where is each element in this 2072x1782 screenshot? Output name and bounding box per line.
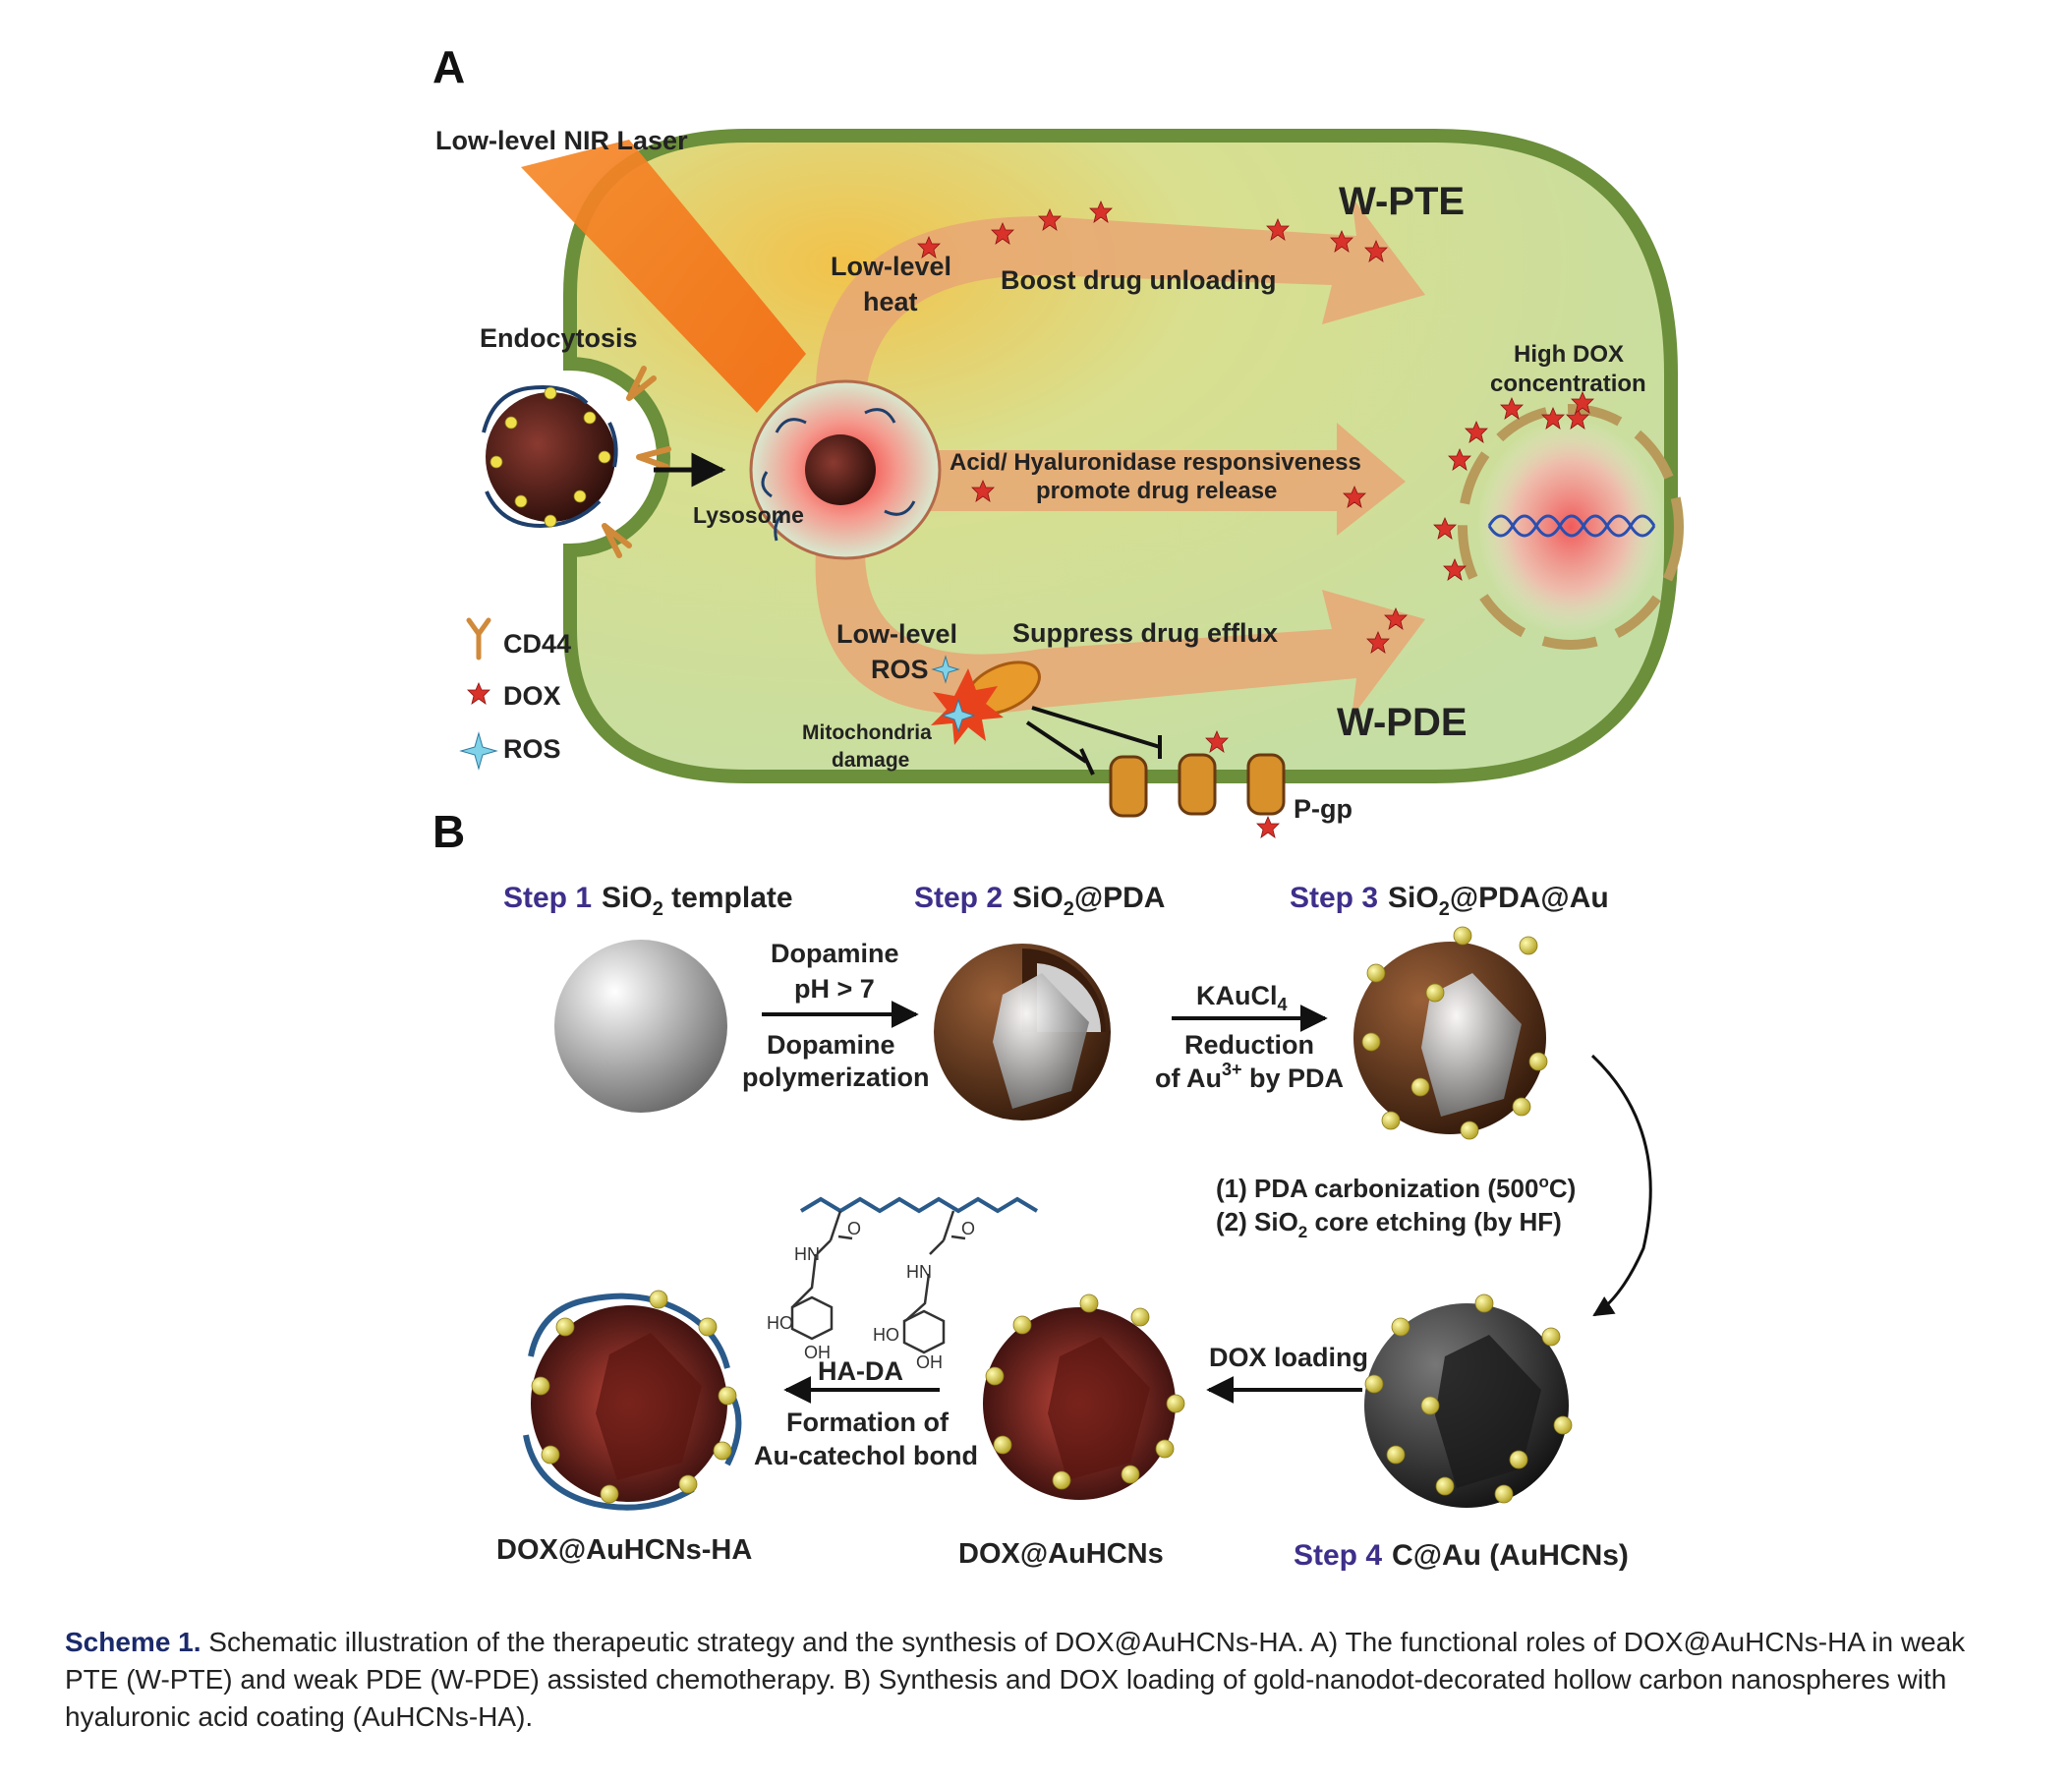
arrow2-label-top: KAuCl4 — [1196, 981, 1288, 1014]
silica-template-sphere — [554, 940, 727, 1113]
chem-o-2: O — [961, 1219, 975, 1238]
chem-o-1: O — [847, 1219, 861, 1238]
ha-da-structure — [790, 1196, 1039, 1354]
ros-sparkle-1 — [931, 655, 960, 684]
legend: CD44 DOX ROS — [459, 617, 571, 771]
step2-heading: Step 2 SiO2@PDA — [914, 882, 1165, 920]
sio2-pda-au-sphere — [1353, 926, 1548, 1140]
legend-dox-label: DOX — [503, 681, 561, 711]
chem-ho-2: HO — [873, 1325, 899, 1345]
arrow3-label-2: (2) SiO2 core etching (by HF) — [1216, 1207, 1562, 1241]
legend-cd44-icon — [466, 617, 491, 661]
acid-label-1: Acid/ Hyaluronidase responsiveness — [950, 449, 1361, 476]
lysosome-particle — [805, 434, 876, 505]
dox-auhcns-sphere — [983, 1293, 1185, 1500]
step1-heading: Step 1 SiO2 template — [503, 882, 793, 920]
arrow2-label-bot2: of Au3+ by PDA — [1155, 1060, 1344, 1093]
acid-label-2: promote drug release — [1036, 478, 1277, 504]
arrow5-label-top: HA-DA — [818, 1356, 903, 1386]
chem-ho-1: HO — [767, 1313, 793, 1333]
product-dox-label: DOX@AuHCNs — [958, 1538, 1164, 1570]
p-gp-channels — [1109, 753, 1286, 818]
nucleus-envelope — [1458, 404, 1684, 650]
laser-label: Low-level NIR Laser — [435, 126, 688, 155]
figure-caption: Scheme 1. Schematic illustration of the … — [65, 1624, 2021, 1736]
inhibit-line-2 — [1025, 720, 1095, 776]
legend-ros-label: ROS — [503, 734, 561, 764]
endocytosis-label: Endocytosis — [480, 323, 638, 353]
ros-sparkle-2 — [941, 698, 976, 733]
panel-a-label: A — [432, 41, 465, 92]
chem-oh-1: OH — [804, 1343, 831, 1362]
panel-b-label: B — [432, 806, 465, 857]
high-dox-label-2: concentration — [1490, 371, 1646, 397]
arrow3-label-1: (1) PDA carbonization (500oC) — [1216, 1173, 1576, 1203]
arrow2-label-bot1: Reduction — [1184, 1030, 1314, 1060]
arrow-w-pte — [815, 197, 1425, 413]
arrow-acid — [924, 423, 1406, 536]
arrow1-label-bot2: polymerization — [742, 1063, 930, 1092]
cd44-receptors — [602, 366, 671, 558]
arrow5-label-bot1: Formation of — [786, 1408, 950, 1437]
inhibit-line-1 — [1031, 706, 1162, 759]
mito-label-2: damage — [832, 749, 909, 772]
heat-label-1: Low-level — [831, 252, 951, 281]
arrow4-label: DOX loading — [1209, 1343, 1368, 1372]
heat-label-2: heat — [863, 287, 918, 316]
chem-hn-1: HN — [794, 1244, 820, 1264]
dox-auhcns-ha-sphere — [523, 1290, 742, 1511]
pgp-label: P-gp — [1294, 794, 1353, 824]
suppress-label: Suppress drug efflux — [1012, 618, 1278, 648]
arrow1-label-top1: Dopamine — [771, 939, 899, 968]
legend-cd44-label: CD44 — [503, 629, 571, 659]
endocytosis-particle — [482, 385, 618, 529]
step4-heading: Step 4 C@Au (AuHCNs) — [1294, 1539, 1629, 1572]
arrow5-label-bot2: Au-catechol bond — [754, 1441, 978, 1470]
mitochondria-damage-burst — [931, 668, 1004, 745]
arrow-step3-to-4 — [1590, 1054, 1652, 1317]
step3-heading: Step 3 SiO2@PDA@Au — [1290, 882, 1609, 920]
boost-label: Boost drug unloading — [1001, 265, 1276, 295]
lysosome-ha-chains — [761, 408, 916, 542]
caption-label: Scheme 1. — [65, 1627, 201, 1657]
w-pte-label: W-PTE — [1339, 180, 1465, 223]
nucleus-glow — [1477, 419, 1664, 635]
product-final-label: DOX@AuHCNs-HA — [496, 1534, 752, 1566]
legend-dox-icon — [467, 682, 490, 705]
legend-ros-icon — [459, 731, 498, 771]
ros-label-1: Low-level — [836, 619, 957, 649]
caption-text: Schematic illustration of the therapeuti… — [65, 1627, 1966, 1732]
auhcns-sphere — [1364, 1293, 1573, 1508]
mito-label-1: Mitochondria — [802, 721, 932, 744]
arrow1-label-bot1: Dopamine — [767, 1030, 895, 1060]
dna-helix — [1487, 514, 1656, 538]
lysosome-label: Lysosome — [693, 502, 804, 528]
arrow1-label-top2: pH > 7 — [794, 974, 875, 1004]
w-pde-label: W-PDE — [1337, 701, 1468, 744]
nir-laser-beam — [521, 140, 806, 413]
ha-da-atom-labels: HN O HN O HO OH HO OH — [767, 1219, 975, 1372]
ros-label-2: ROS — [871, 655, 929, 684]
chem-oh-2: OH — [916, 1352, 943, 1372]
sio2-pda-sphere — [934, 944, 1111, 1121]
high-dox-label-1: High DOX — [1514, 341, 1624, 368]
chem-hn-2: HN — [906, 1262, 932, 1282]
